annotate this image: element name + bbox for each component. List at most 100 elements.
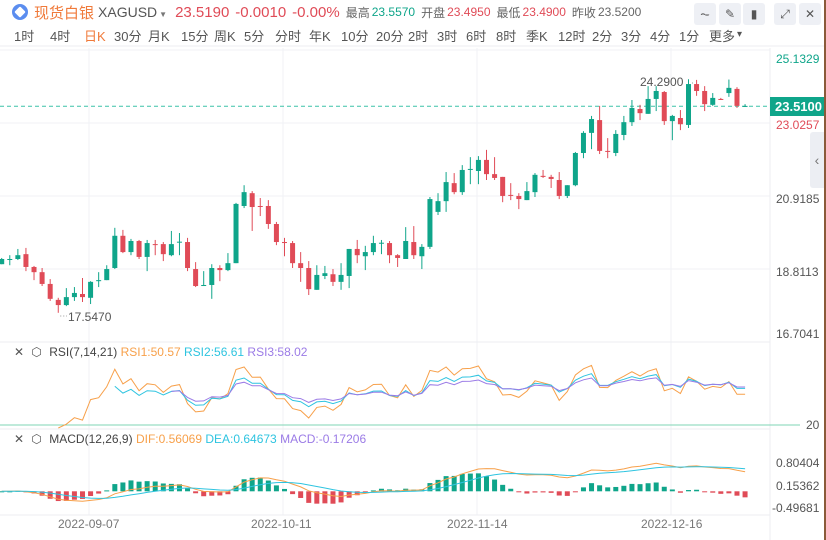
timeframe-3[interactable]: 30分 [114,29,142,44]
timeframe-10[interactable]: 10分 [341,29,369,44]
timeframe-11[interactable]: 20分 [376,29,404,44]
timeframe-8[interactable]: 分时 [275,29,302,44]
macd-bar [39,491,45,496]
macd-bar [677,491,683,493]
macd-bar [653,482,659,492]
macd-bar [233,485,239,492]
candle-body [128,240,134,253]
symbol-selector[interactable]: XAGUSD ▼ [98,4,167,20]
candle-body [597,120,603,151]
candle-body [88,281,94,298]
candle-body [427,199,433,247]
timeframe-7[interactable]: 5分 [244,29,265,44]
candle-body [419,246,425,257]
candle-body [354,248,360,256]
candle-body [7,258,13,260]
timeframe-18[interactable]: 2分 [592,29,613,44]
macd-axis-label: -0.49681 [772,501,820,515]
candle-body [55,299,61,306]
close-icon[interactable]: ✕ [799,3,821,25]
macd-bar [185,488,191,492]
macd-bar [104,490,110,492]
draw-icon[interactable]: ✎ [719,3,741,25]
candle-body [241,192,247,206]
macd-bar [589,483,595,492]
silver-logo-icon [12,4,28,20]
timeframe-16[interactable]: 季K [526,29,548,44]
prev-close-label: 昨收 [571,5,596,20]
timeframe-5[interactable]: 15分 [181,29,209,44]
macd-bar [532,491,538,493]
timeframe-1[interactable]: 4时 [50,29,71,44]
timeframe-19[interactable]: 3分 [621,29,642,44]
macd-bar [524,491,530,494]
timeframe-17[interactable]: 12时 [558,29,586,44]
timeframe-12[interactable]: 2时 [408,29,429,44]
candle-body [225,263,231,271]
timeframe-9[interactable]: 年K [309,29,331,44]
candle-body [201,284,207,287]
candle-body [710,97,716,105]
timeframe-4[interactable]: 月K [148,29,170,44]
timeframe-6[interactable]: 周K [214,29,236,44]
macd-bar [637,484,643,492]
macd-bar [484,476,489,492]
timeframe-21[interactable]: 1分 [679,29,700,44]
candle-body [694,84,700,91]
indicator-icon[interactable]: ⏦ [694,3,716,25]
candle-body [387,243,393,256]
macd-bar [516,491,522,493]
price-axis-label: 18.8113 [776,265,819,279]
high-value: 23.5570 [371,5,416,19]
collapse-panel-button[interactable]: ‹ [810,132,824,188]
timeframe-13[interactable]: 3时 [437,29,458,44]
candle-type-icon[interactable]: ▮ [743,3,765,25]
timeframe-22[interactable]: 更多 [709,29,736,44]
candle-body [556,180,562,196]
candle-body [443,182,449,202]
candle-body [193,269,199,287]
macd-bar [726,491,732,494]
candle-body [540,175,546,177]
window-edge [824,0,826,540]
macd-bar [209,491,215,496]
caret-down-icon: ▼ [159,10,168,19]
macd-bar [55,491,61,502]
macd-bar [168,483,174,492]
macd-bar [710,491,716,493]
candle-body [330,274,336,282]
candle-body [80,293,85,298]
macd-bar [378,488,384,492]
rsi-close-icon[interactable]: ✕ [14,345,25,359]
price-change: -0.0010 [235,3,287,21]
prev-close-value: 23.5200 [597,5,642,19]
timeframe-0[interactable]: 1时 [14,29,35,44]
macd-bar [548,491,554,493]
candle-body [451,183,457,193]
candle-body [160,244,166,255]
fullscreen-icon[interactable]: ⤢ [774,3,796,25]
timeframe-14[interactable]: 6时 [466,29,487,44]
candle-body [346,248,352,276]
macd-settings-icon[interactable]: ⬡ [31,432,42,446]
low-value: 23.4900 [522,5,566,19]
macd-bar [645,483,651,492]
macd-bar [265,480,271,492]
macd-close-icon[interactable]: ✕ [14,432,25,446]
candle-body [96,280,102,282]
candle-body [572,152,578,186]
max-price-label: 24.2900 [640,75,684,89]
macd-bar [556,491,562,496]
candle-body [621,122,627,135]
candle-body [459,169,465,193]
macd-bar [572,491,578,493]
macd-bar [686,490,691,492]
macd-bar [71,491,77,500]
rsi-settings-icon[interactable]: ⬡ [31,345,42,359]
timeframe-20[interactable]: 4分 [650,29,671,44]
candle-body [475,159,481,172]
timeframe-2[interactable]: 日K [84,29,106,44]
timeframe-15[interactable]: 8时 [496,29,517,44]
macd-bar [580,487,586,492]
